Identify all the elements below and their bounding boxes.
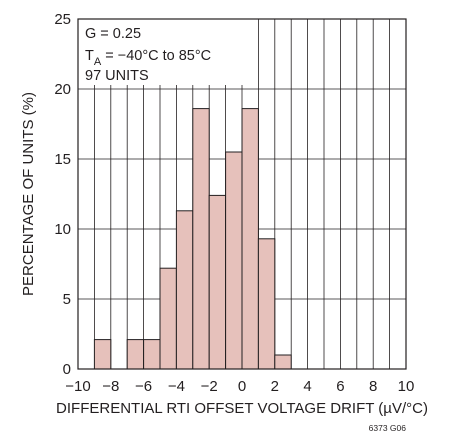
histogram-bar (241, 108, 259, 370)
histogram-bar (192, 108, 210, 370)
y-tick-label: 25 (54, 11, 71, 28)
plot-frame (77, 18, 407, 370)
annotation-background (78, 19, 246, 85)
y-tick-label: 5 (63, 291, 71, 308)
x-tick-label: 10 (398, 378, 415, 395)
histogram-bar (143, 339, 161, 370)
histogram-bar (225, 151, 243, 370)
annotation-gain: G = 0.25 (85, 26, 141, 42)
annotation-temperature: TA = −40°C to 85°C (85, 48, 211, 68)
histogram-bars (93, 108, 292, 370)
x-tick-label: 0 (238, 378, 246, 395)
annotation-block: G = 0.25 TA = −40°C to 85°C 97 UNITS (85, 26, 211, 84)
figure-id: 6373 G06 (369, 423, 407, 433)
x-tick-label: −8 (102, 378, 119, 395)
y-tick-label: 20 (54, 81, 71, 98)
x-tick-label: 4 (303, 378, 311, 395)
annotation-units: 97 UNITS (85, 68, 149, 84)
x-tick-label: −4 (168, 378, 185, 395)
histogram-bar (126, 339, 145, 370)
histogram-bar (93, 339, 112, 370)
histogram-bar (257, 238, 276, 370)
y-axis-tick-labels: 0 5 10 15 20 25 (54, 11, 71, 378)
x-tick-label: 6 (336, 378, 344, 395)
histogram-bar (274, 354, 292, 370)
histogram-bar (175, 210, 194, 370)
y-tick-label: 10 (54, 221, 71, 238)
x-tick-label: 2 (271, 378, 279, 395)
x-tick-label: −10 (65, 378, 90, 395)
x-axis-label: DIFFERENTIAL RTI OFFSET VOLTAGE DRIFT (µ… (56, 400, 428, 417)
annotation-temp-prefix: T (85, 48, 94, 64)
x-tick-label: 8 (369, 378, 377, 395)
y-tick-label: 15 (54, 151, 71, 168)
annotation-temp-subscript: A (94, 56, 102, 68)
x-tick-label: −6 (135, 378, 152, 395)
annotation-temp-range: = −40°C to 85°C (101, 48, 211, 64)
x-tick-label: −2 (201, 378, 218, 395)
y-axis-label: PERCENTAGE OF UNITS (%) (20, 92, 37, 296)
x-axis-tick-labels: −10 −8 −6 −4 −2 0 2 4 6 8 10 (65, 378, 414, 395)
histogram-bar (159, 267, 177, 370)
histogram-bar (208, 194, 227, 370)
y-tick-label: 0 (63, 361, 71, 378)
